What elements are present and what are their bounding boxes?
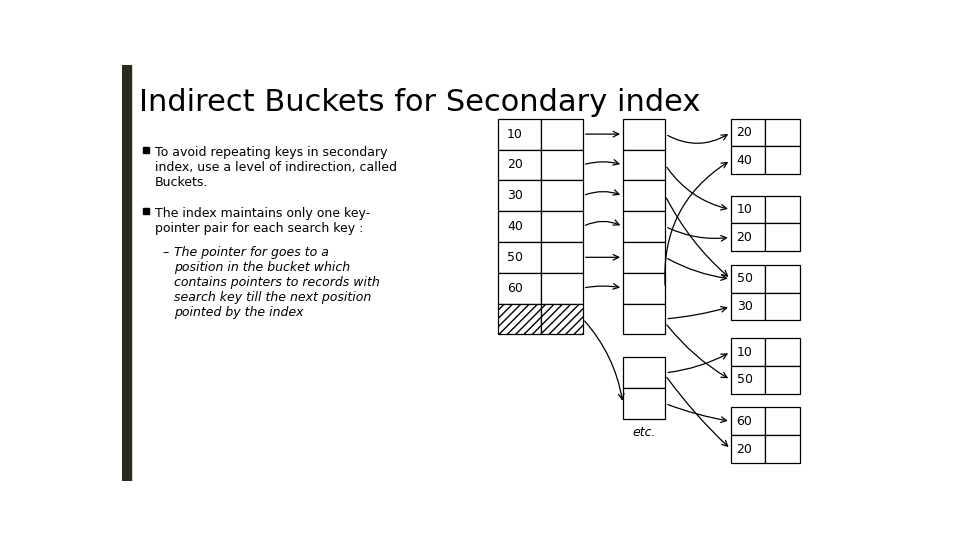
Bar — [623, 180, 665, 211]
Text: 40: 40 — [736, 154, 753, 167]
Bar — [498, 211, 540, 242]
Bar — [540, 150, 583, 180]
Bar — [540, 180, 583, 211]
Bar — [765, 338, 800, 366]
Text: 40: 40 — [507, 220, 523, 233]
Text: 20: 20 — [507, 158, 523, 171]
Bar — [731, 224, 765, 251]
Bar — [498, 303, 540, 334]
Bar — [731, 119, 765, 146]
Bar — [731, 435, 765, 463]
Bar — [540, 303, 583, 334]
Text: 20: 20 — [736, 443, 753, 456]
Text: 60: 60 — [507, 281, 523, 295]
Bar — [731, 265, 765, 293]
Bar — [498, 180, 540, 211]
Bar — [731, 293, 765, 320]
Bar — [623, 150, 665, 180]
Bar — [765, 119, 800, 146]
Text: To avoid repeating keys in secondary
index, use a level of indirection, called
B: To avoid repeating keys in secondary ind… — [155, 146, 396, 188]
Text: The index maintains only one key-
pointer pair for each search key :: The index maintains only one key- pointe… — [155, 207, 370, 235]
Bar — [765, 265, 800, 293]
Text: 20: 20 — [736, 126, 753, 139]
Text: 60: 60 — [736, 415, 753, 428]
Bar — [623, 303, 665, 334]
Text: Indirect Buckets for Secondary index: Indirect Buckets for Secondary index — [139, 88, 701, 117]
Text: 30: 30 — [736, 300, 753, 313]
Bar — [765, 435, 800, 463]
Bar — [623, 273, 665, 303]
Bar — [498, 273, 540, 303]
Bar — [731, 195, 765, 224]
Text: 10: 10 — [736, 203, 753, 216]
Bar — [498, 150, 540, 180]
Bar — [123, 65, 131, 481]
Text: 30: 30 — [507, 189, 523, 202]
Bar — [540, 273, 583, 303]
Text: 20: 20 — [736, 231, 753, 244]
Text: 10: 10 — [736, 346, 753, 359]
Bar — [623, 357, 665, 388]
Bar — [731, 338, 765, 366]
Text: The pointer for goes to a
position in the bucket which
contains pointers to reco: The pointer for goes to a position in th… — [174, 246, 380, 319]
Bar — [623, 242, 665, 273]
Text: –: – — [162, 246, 169, 259]
Bar — [623, 388, 665, 419]
Bar — [540, 211, 583, 242]
Text: 50: 50 — [736, 373, 753, 386]
Bar — [731, 366, 765, 394]
Bar — [498, 242, 540, 273]
Bar — [498, 119, 540, 150]
Bar — [765, 408, 800, 435]
Bar — [765, 224, 800, 251]
Bar — [623, 119, 665, 150]
Text: 10: 10 — [507, 127, 523, 140]
Bar — [623, 211, 665, 242]
Bar — [765, 195, 800, 224]
Text: 50: 50 — [507, 251, 523, 264]
Bar — [765, 366, 800, 394]
Bar — [731, 146, 765, 174]
Text: 50: 50 — [736, 272, 753, 285]
Bar — [731, 408, 765, 435]
Bar — [765, 146, 800, 174]
Bar — [540, 242, 583, 273]
Bar — [765, 293, 800, 320]
Bar — [540, 119, 583, 150]
Text: etc.: etc. — [633, 427, 656, 440]
